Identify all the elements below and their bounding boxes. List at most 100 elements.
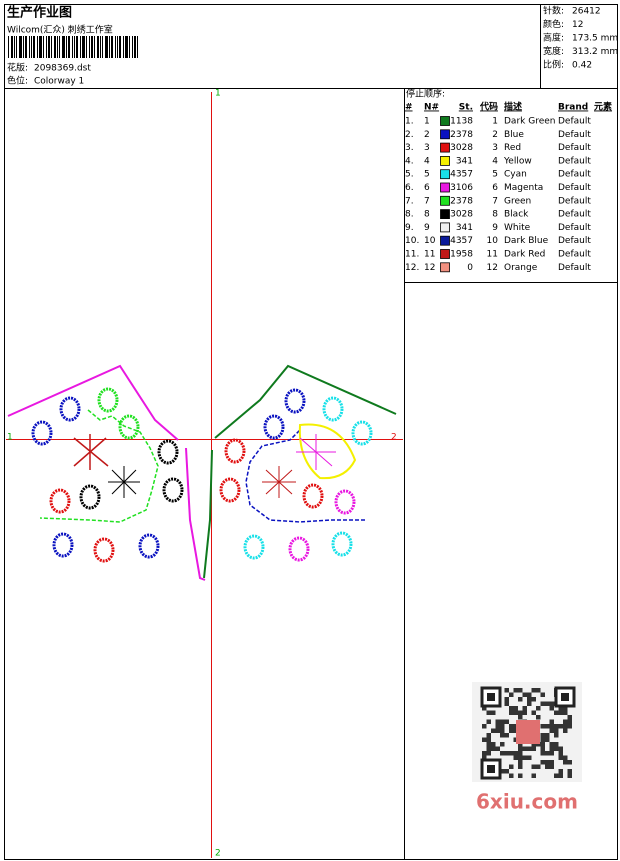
bar-stripe [14, 36, 15, 58]
star-red [262, 466, 296, 498]
row-brand: Default [558, 143, 591, 153]
row-code: 7 [492, 196, 498, 206]
row-desc: Cyan [504, 170, 527, 180]
bar-stripe [111, 36, 113, 58]
row-code: 5 [492, 170, 498, 180]
qr-cell [491, 710, 496, 715]
qr-cell [545, 764, 550, 769]
row-n: 1 [424, 117, 430, 127]
bar-stripe [39, 36, 42, 58]
stat-label: 宽度: [543, 45, 564, 57]
star-black [108, 466, 140, 498]
qr-cell [540, 733, 545, 738]
qr-cell [549, 701, 554, 706]
barcode [8, 36, 138, 58]
row-code: 8 [492, 210, 498, 220]
qr-cell [545, 760, 550, 765]
qr-cell [563, 719, 568, 724]
qr-cell [482, 706, 487, 711]
qr-cell [500, 769, 505, 774]
bar-stripe [54, 36, 56, 58]
bar-stripe [100, 36, 101, 58]
qr-cell [558, 773, 563, 778]
qr-cell [491, 728, 496, 733]
row-code: 10 [487, 236, 499, 246]
qr-cell [491, 742, 496, 747]
motif-dot [49, 488, 71, 514]
qr-cell [500, 733, 505, 738]
color-swatch [440, 169, 450, 180]
stat-label: 颜色: [543, 18, 564, 30]
motif-dot [59, 396, 81, 422]
bar-stripe [137, 36, 138, 58]
stop-table: # N# St. 代码 描述 Brand 元素1. 1 1138 1 Dark Green Defau… [405, 101, 612, 273]
row-brand: Default [558, 183, 591, 193]
qr-cell [504, 697, 509, 702]
qr-cell [518, 715, 523, 720]
qr-cell [540, 751, 545, 756]
row-stitches: 1138 [450, 117, 473, 127]
qr-cell [527, 746, 532, 751]
qr-cell [513, 724, 518, 729]
qr-cell [495, 728, 500, 733]
row-stitches: 2378 [450, 130, 473, 140]
qr-cell [500, 719, 505, 724]
color-swatch [440, 155, 450, 166]
qr-cell [563, 755, 568, 760]
color-swatch [440, 129, 450, 140]
row-desc: Orange [504, 263, 538, 273]
bar-stripe [33, 36, 35, 58]
qr-cell [522, 746, 527, 751]
qr-cell [540, 737, 545, 742]
row-index: 6. [405, 183, 414, 193]
qr-cell [527, 697, 532, 702]
row-brand: Default [558, 263, 591, 273]
qr-cell [509, 724, 514, 729]
bar-stripe [62, 36, 65, 58]
qr-cell [540, 701, 545, 706]
qr-logo [516, 720, 540, 744]
row-index: 8. [405, 210, 414, 220]
color-swatch [440, 209, 450, 220]
row-n: 5 [424, 170, 430, 180]
yellow-shape [298, 423, 357, 480]
motif-dot [31, 420, 53, 446]
bar-stripe [25, 36, 27, 58]
border-magenta [185, 447, 206, 581]
qr-cell [554, 710, 559, 715]
row-n: 2 [424, 130, 430, 140]
color-swatch [440, 142, 450, 153]
motif-dot [97, 387, 119, 413]
row-code: 12 [487, 263, 498, 273]
title: 生产作业图 [7, 5, 72, 21]
row-stitches: 1958 [450, 250, 473, 260]
row-stitches: 3028 [450, 210, 473, 220]
bar-stripe [43, 36, 44, 58]
row-code: 1 [492, 117, 498, 127]
qr-cell [504, 733, 509, 738]
bar-stripe [97, 36, 99, 58]
axis-left: 1 [7, 433, 13, 443]
bar-stripe [8, 36, 9, 58]
qr-cell [531, 764, 536, 769]
bar-stripe [48, 36, 50, 58]
bar-stripe [115, 36, 116, 58]
bar-stripe [129, 36, 130, 58]
qr-cell [522, 692, 527, 697]
qr-cell [527, 701, 532, 706]
qr-cell [522, 710, 527, 715]
qr-cell [567, 724, 572, 729]
qr-cell [545, 724, 550, 729]
bar-stripe [19, 36, 22, 58]
qr-cell [486, 742, 491, 747]
qr-cell [531, 746, 536, 751]
zigzag-blue [245, 429, 365, 523]
qr-cell [486, 746, 491, 751]
border-green [214, 364, 397, 439]
qr-cell [540, 760, 545, 765]
row-brand: Default [558, 156, 591, 166]
color-swatch [440, 262, 450, 273]
design-value: 2098369.dst [34, 64, 91, 74]
bar-stripe [80, 36, 81, 58]
